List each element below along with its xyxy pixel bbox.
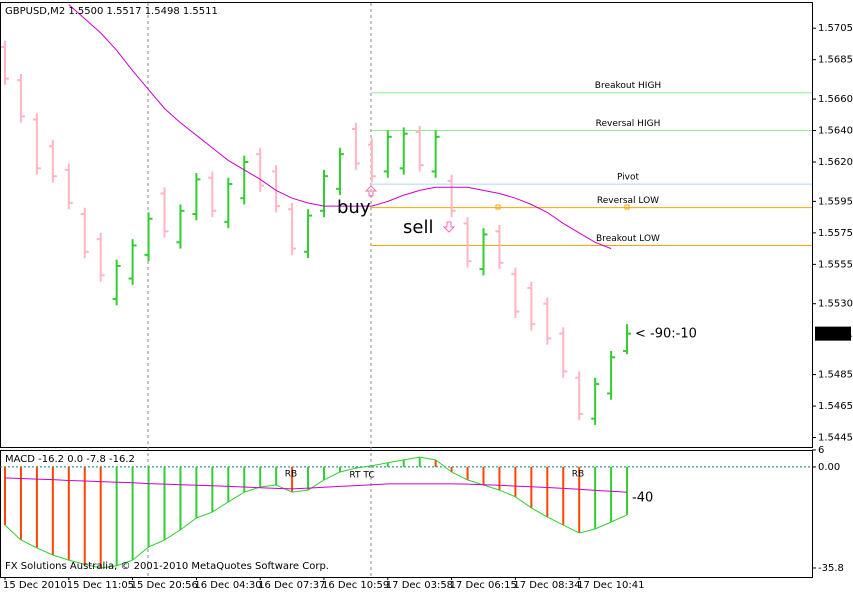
level-label: Pivot — [617, 173, 640, 183]
y-tick-label: 1.5485 — [818, 370, 853, 381]
sell-arrow — [442, 221, 456, 233]
y-tick-label: 0.00 — [818, 462, 840, 473]
signal-line — [4, 477, 628, 493]
pattern-label: RT TC — [349, 471, 374, 481]
y-tick-label: 1.5640 — [818, 126, 853, 137]
x-tick-label: 15 Dec 2010 — [3, 580, 67, 591]
last-price-box — [815, 326, 851, 341]
level-label: Reversal HIGH — [596, 119, 661, 129]
price-panel — [0, 2, 813, 448]
y-tick-label: 6 — [818, 445, 824, 456]
x-tick-label: 16 Dec 10:59 — [322, 580, 389, 591]
macd-line — [4, 456, 628, 569]
level-label: Reversal LOW — [597, 196, 659, 206]
macd-panel — [0, 450, 813, 578]
level-marker — [495, 204, 501, 210]
y-tick-label: 1.5575 — [818, 228, 853, 239]
y-tick-label: 1.5465 — [818, 401, 853, 412]
level-marker — [624, 204, 630, 210]
y-tick-label: -35.8 — [818, 563, 844, 574]
x-tick-label: 15 Dec 20:56 — [131, 580, 198, 591]
y-tick-label: 1.5555 — [818, 259, 853, 270]
y-tick-label: 1.5530 — [818, 299, 853, 310]
y-tick-label: 1.5685 — [818, 55, 853, 66]
y-tick-label: 1.5445 — [818, 433, 853, 444]
signal-label: < -90:-10 — [635, 327, 697, 342]
x-tick-label: 16 Dec 04:30 — [194, 580, 261, 591]
copyright-note: FX Solutions Australia, © 2001-2010 Meta… — [5, 561, 329, 572]
x-tick-label: 15 Dec 11:05 — [67, 580, 134, 591]
chart-title: GBPUSD,M2 1.5500 1.5517 1.5498 1.5511 — [5, 6, 218, 17]
macd-value-label: -40 — [632, 491, 653, 506]
sell-label: sell — [403, 217, 433, 238]
buy-label: buy — [337, 197, 371, 218]
y-tick-label: 1.5705 — [818, 23, 853, 34]
x-tick-label: 17 Dec 10:41 — [577, 580, 644, 591]
last-price-label: 1.5511 — [818, 329, 853, 340]
moving-average — [68, 4, 612, 250]
pattern-label: RB — [572, 470, 584, 480]
y-tick-label: 1.5595 — [818, 196, 853, 207]
x-tick-label: 17 Dec 06:15 — [450, 580, 517, 591]
x-tick-label: 17 Dec 08:34 — [513, 580, 580, 591]
level-label: Breakout HIGH — [595, 81, 661, 91]
buy-arrow — [364, 185, 378, 197]
pattern-label: RB — [285, 470, 297, 480]
y-tick-label: 1.5660 — [818, 94, 853, 105]
macd-title: MACD -16.2 0.0 -7.8 -16.2 — [5, 454, 135, 465]
level-label: Breakout LOW — [596, 234, 660, 244]
y-tick-label: 1.5620 — [818, 157, 853, 168]
x-tick-label: 17 Dec 03:58 — [386, 580, 453, 591]
x-tick-label: 16 Dec 07:37 — [258, 580, 325, 591]
